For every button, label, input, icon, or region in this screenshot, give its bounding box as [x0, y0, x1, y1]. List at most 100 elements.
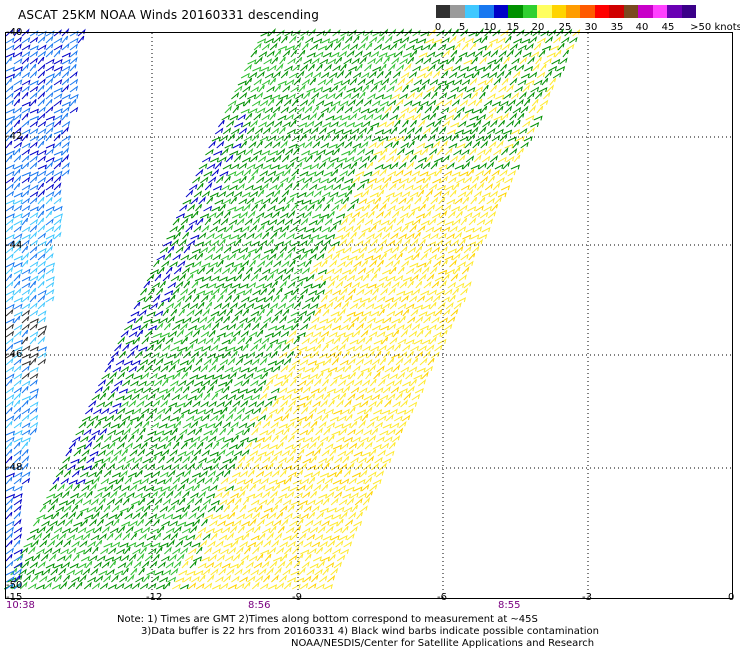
wind-barb	[327, 471, 337, 478]
wind-barb	[202, 345, 211, 352]
wind-barb	[431, 280, 440, 289]
wind-barb	[195, 582, 205, 590]
wind-barb	[369, 448, 377, 457]
wind-barb	[305, 227, 315, 233]
wind-barb	[339, 133, 348, 142]
wind-barb	[386, 344, 395, 352]
wind-barb	[444, 288, 453, 296]
wind-barb	[213, 336, 221, 345]
wind-barb	[333, 374, 343, 380]
wind-barb	[359, 91, 366, 100]
wind-barb	[29, 175, 38, 184]
wind-barb	[296, 70, 305, 79]
wind-barb	[320, 177, 330, 184]
wind-barb	[181, 336, 188, 345]
wind-barb	[252, 216, 261, 226]
wind-barb	[21, 62, 30, 72]
wind-barb	[188, 183, 198, 191]
wind-barb	[450, 122, 460, 128]
wind-barb	[235, 357, 244, 366]
wind-barb	[5, 77, 13, 86]
wind-barb	[244, 512, 253, 520]
wind-barb	[399, 57, 408, 65]
wind-barb	[13, 148, 21, 156]
wind-barb	[428, 217, 437, 226]
wind-barb	[346, 49, 355, 58]
wind-barb	[407, 209, 416, 219]
wind-barb	[288, 363, 297, 373]
wind-barb	[485, 42, 493, 51]
wind-barb	[45, 281, 55, 289]
wind-barb	[154, 310, 164, 317]
wind-barb	[313, 153, 322, 163]
wind-barb	[281, 189, 290, 198]
wind-barb	[226, 568, 235, 576]
wind-barb	[367, 247, 377, 254]
wind-barb	[380, 252, 387, 261]
wind-barb	[264, 72, 274, 79]
wind-barb	[402, 276, 412, 282]
wind-barb	[342, 231, 350, 240]
wind-barb	[333, 147, 340, 156]
wind-barb	[284, 30, 294, 37]
wind-barb	[97, 449, 106, 457]
wind-barb	[92, 441, 101, 450]
wind-barb	[223, 210, 231, 219]
wind-barb	[319, 318, 329, 324]
wind-barb	[291, 583, 301, 590]
wind-barb	[5, 233, 15, 240]
wind-barb	[459, 171, 469, 177]
wind-barb	[413, 304, 424, 310]
wind-barb	[287, 471, 297, 478]
wind-barb	[410, 273, 419, 282]
wind-barb	[307, 360, 317, 366]
wind-barb	[228, 219, 238, 226]
wind-barb	[155, 430, 165, 436]
wind-barb	[29, 230, 38, 240]
wind-barb	[13, 268, 23, 275]
wind-barb	[283, 167, 291, 177]
wind-barb	[273, 35, 282, 44]
wind-barb	[305, 154, 313, 163]
wind-barb	[569, 36, 578, 44]
wind-barb	[137, 519, 144, 527]
wind-barb	[211, 357, 219, 366]
wind-barb	[270, 127, 280, 135]
wind-barb	[224, 399, 233, 408]
wind-barb	[21, 148, 31, 156]
wind-barb	[269, 268, 279, 275]
wind-barb	[305, 36, 314, 44]
wind-barb	[343, 541, 353, 548]
wind-barb	[140, 477, 150, 485]
wind-barb	[21, 560, 30, 569]
wind-barb	[321, 413, 329, 422]
wind-barb	[13, 510, 22, 520]
wind-barb	[485, 147, 492, 156]
wind-barb	[324, 184, 334, 191]
wind-barb	[61, 70, 70, 79]
wind-barb	[561, 36, 570, 44]
wind-barb	[565, 43, 575, 51]
wind-barb	[416, 367, 426, 373]
wind-barb	[470, 126, 479, 135]
legend-label: >50 knots	[690, 22, 740, 33]
wind-barb	[21, 462, 29, 471]
wind-barb	[311, 91, 320, 100]
wind-barb	[248, 401, 257, 408]
wind-barb	[37, 134, 47, 142]
wind-barb	[24, 555, 34, 562]
wind-barb	[126, 420, 133, 429]
wind-barb	[269, 77, 277, 86]
wind-barb	[286, 196, 295, 205]
wind-barb	[245, 336, 253, 345]
wind-barb	[21, 371, 30, 380]
wind-barb	[29, 287, 37, 296]
wind-barb	[376, 365, 385, 373]
wind-barb	[327, 351, 336, 359]
wind-barb	[382, 351, 390, 359]
wind-barb	[341, 269, 352, 275]
wind-barb	[174, 490, 182, 499]
wind-barb	[69, 64, 77, 72]
wind-barb	[449, 225, 458, 233]
